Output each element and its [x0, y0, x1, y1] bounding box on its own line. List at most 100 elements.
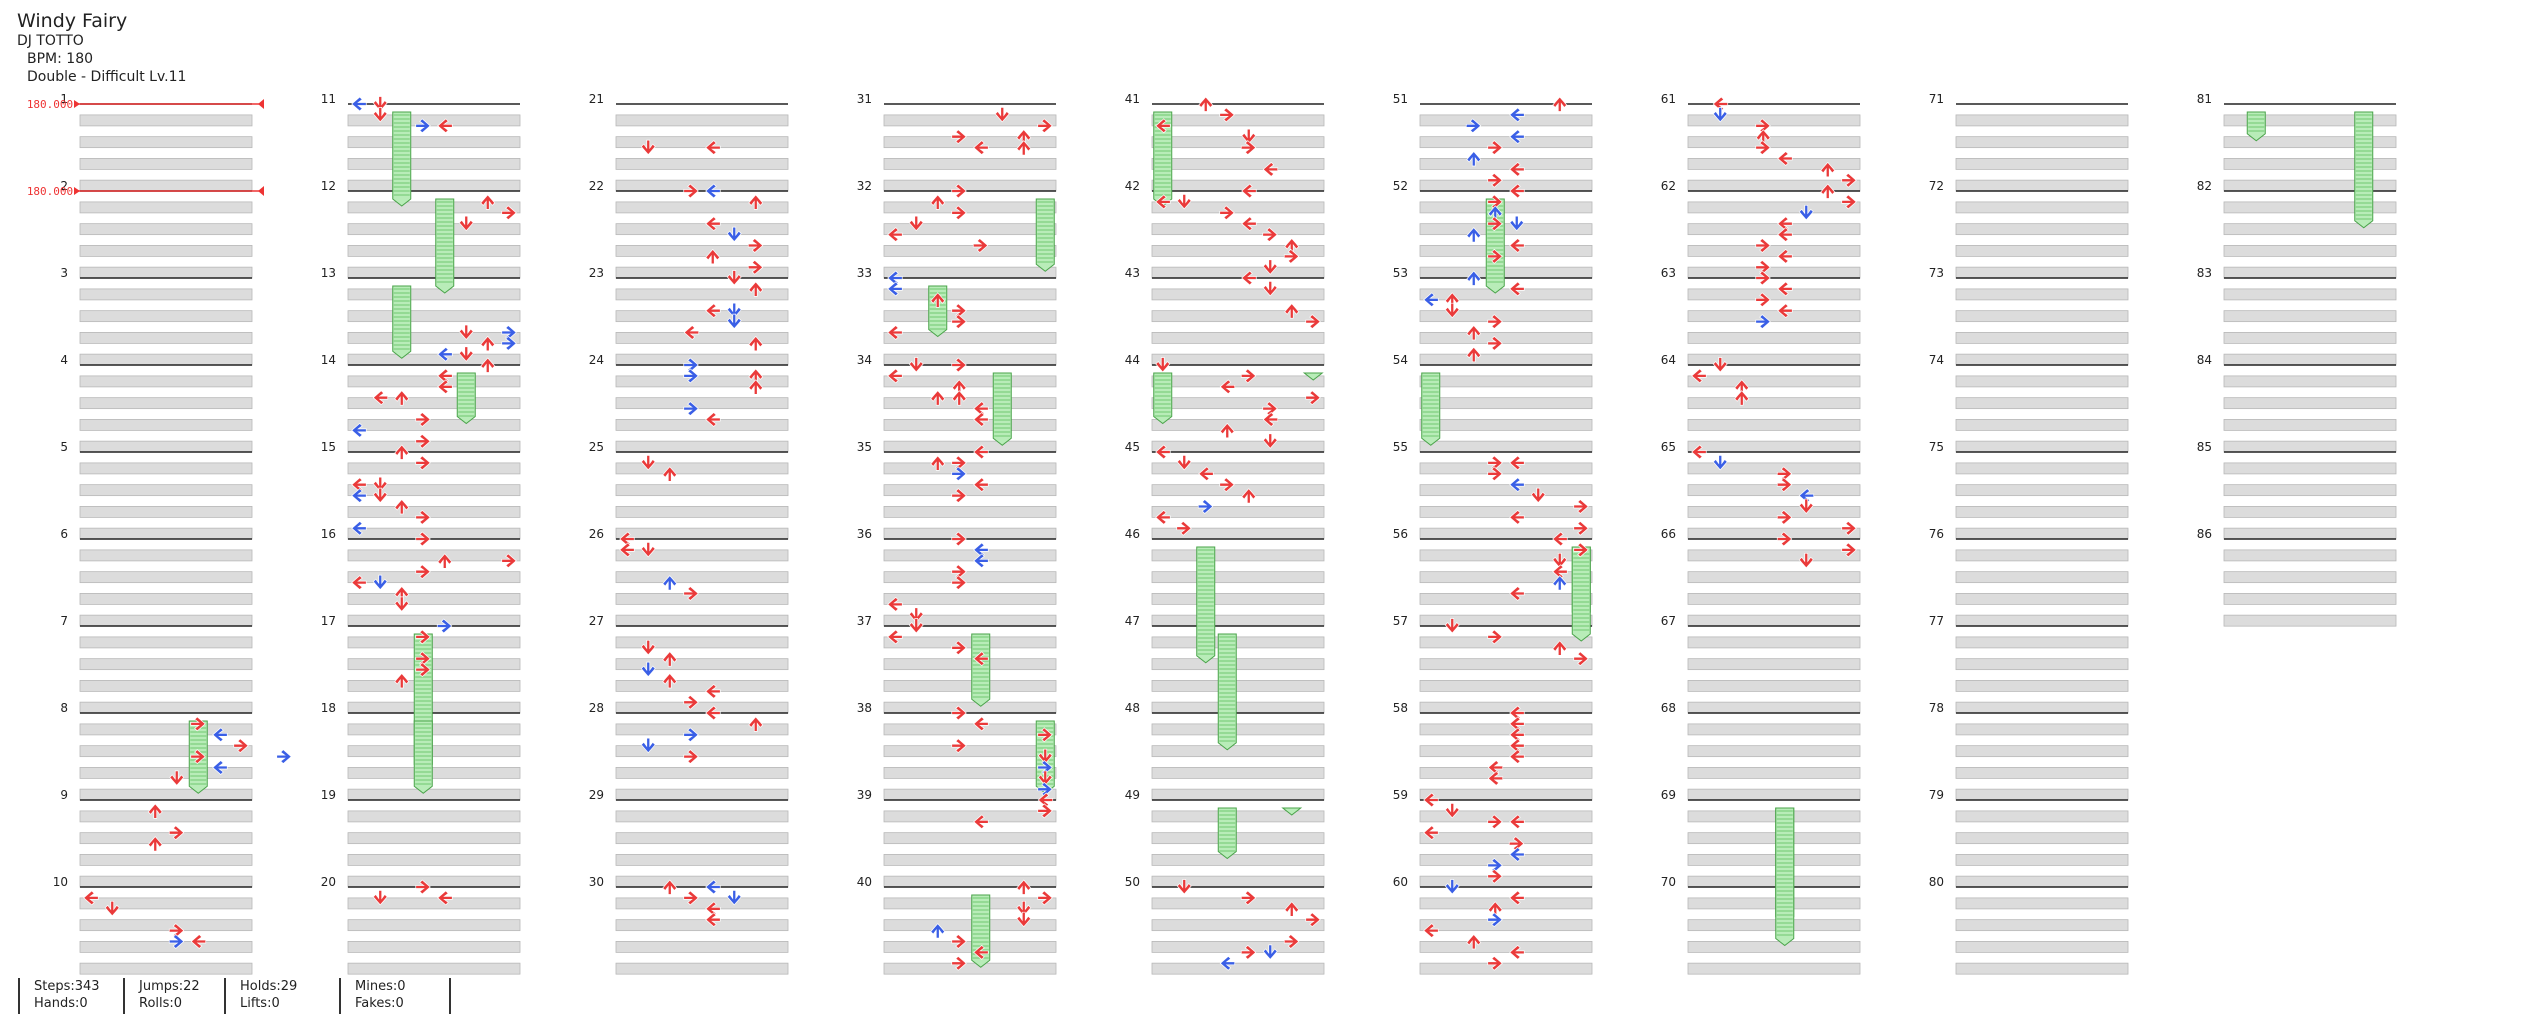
step-arrow: [973, 651, 989, 667]
beat-stripe: [1955, 397, 2129, 410]
measure-number: 16: [321, 527, 336, 541]
hold-note: [992, 372, 1012, 446]
hold-note: [2354, 111, 2374, 229]
beat-stripe: [347, 745, 521, 758]
beat-stripe: [883, 875, 1057, 888]
arrow-shape: [747, 259, 764, 275]
measure-number: 21: [589, 92, 604, 106]
step-arrow: [394, 390, 410, 406]
arrow-shape: [1798, 498, 1814, 515]
step-arrow: [951, 738, 967, 754]
beat-stripe: [79, 331, 253, 344]
step-arrow: [1487, 955, 1503, 971]
measure-number: 25: [589, 440, 604, 454]
measure-86: 86: [2197, 527, 2397, 627]
measure-number: 34: [857, 353, 872, 367]
step-arrow: [1219, 205, 1235, 221]
arrow-shape: [1241, 216, 1257, 232]
arrow-shape: [973, 651, 989, 667]
step-arrow: [1487, 248, 1503, 264]
measure-number: 69: [1661, 788, 1676, 802]
hold-body: [1421, 372, 1441, 446]
beat-stripe: [347, 397, 521, 410]
beat-stripe: [1955, 136, 2129, 149]
measure-number: 13: [321, 266, 336, 280]
measure-number: 63: [1661, 266, 1676, 280]
measure-69: 69: [1661, 788, 1861, 888]
step-arrow: [1841, 542, 1857, 558]
beat-stripe: [79, 919, 253, 932]
measure-48: 48: [1125, 701, 1325, 801]
beat-stripe: [79, 810, 253, 823]
arrow-shape: [1776, 477, 1793, 493]
step-arrow: [415, 509, 431, 525]
beat-stripe: [1151, 788, 1325, 801]
hold-body: [1196, 546, 1216, 664]
arrow-shape: [1305, 912, 1321, 928]
step-arrow: [415, 412, 431, 427]
measure-number: 50: [1125, 875, 1140, 889]
arrow-shape: [887, 325, 903, 340]
arrow-shape: [640, 542, 656, 558]
step-arrow: [973, 716, 989, 732]
beat-stripe: [615, 310, 789, 323]
beat-stripe: [1151, 680, 1325, 692]
measure-number: 29: [589, 788, 604, 802]
step-arrow: [394, 672, 410, 689]
step-arrow: [501, 205, 517, 221]
arrow-shape: [1487, 629, 1503, 645]
measure-number: 70: [1661, 875, 1676, 889]
beat-stripe: [883, 288, 1057, 301]
beat-stripe: [1687, 723, 1861, 736]
step-arrow: [1240, 140, 1257, 156]
arrow-shape: [705, 183, 721, 199]
beat-stripe: [1955, 593, 2129, 605]
step-arrow: [1198, 466, 1214, 482]
arrow-shape: [1573, 542, 1589, 558]
beat-stripe: [883, 440, 1057, 453]
arrow-shape: [930, 390, 946, 406]
measure-30: 30: [589, 875, 789, 975]
step-arrow: [1198, 96, 1214, 112]
arrow-shape: [1487, 912, 1503, 928]
arrow-shape: [726, 302, 742, 319]
arrow-shape: [930, 923, 946, 939]
beat-stripe: [615, 157, 789, 170]
step-arrow: [415, 433, 431, 449]
step-arrow: [1176, 455, 1192, 471]
beat-stripe: [1955, 919, 2129, 932]
beat-stripe: [1687, 331, 1861, 344]
arrow-shape: [1487, 172, 1503, 188]
step-arrow: [1552, 531, 1568, 547]
beat-stripe: [1151, 962, 1325, 975]
step-arrow: [1241, 183, 1257, 199]
arrow-shape: [372, 890, 388, 906]
step-arrow: [1487, 629, 1503, 645]
arrow-shape: [1466, 150, 1482, 167]
arrow-shape: [1241, 488, 1257, 504]
beat-stripe: [79, 505, 253, 518]
step-arrow: [1777, 151, 1793, 166]
arrow-shape: [1509, 477, 1525, 493]
step-arrow: [887, 325, 903, 340]
beat-stripe: [1687, 745, 1861, 758]
measure-42: 42: [1125, 179, 1325, 279]
arrow-shape: [908, 618, 924, 634]
step-arrow: [705, 216, 721, 232]
step-arrow: [748, 194, 764, 210]
step-arrow: [1423, 825, 1439, 841]
step-arrow: [1241, 128, 1257, 145]
arrow-shape: [351, 575, 367, 591]
measure-52: 52: [1393, 179, 1593, 279]
step-arrow: [951, 531, 967, 547]
beat-stripe: [79, 266, 253, 279]
step-arrow: [1176, 194, 1192, 210]
measure-76: 76: [1929, 527, 2129, 627]
measure-33: 33: [857, 266, 1057, 366]
song-title: Windy Fairy: [17, 10, 128, 32]
arrow-shape: [1841, 194, 1857, 210]
step-arrow: [726, 302, 742, 319]
beat-stripe: [79, 462, 253, 475]
beat-stripe: [2223, 614, 2397, 627]
beat-stripe: [615, 593, 789, 605]
